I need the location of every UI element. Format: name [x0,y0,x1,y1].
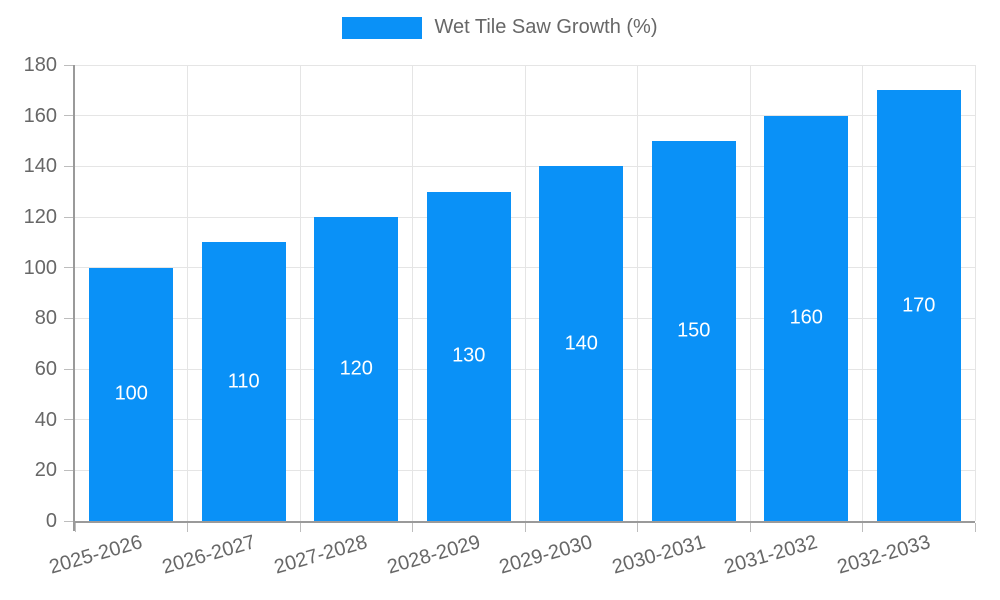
bar[interactable]: 120 [314,217,399,521]
bar[interactable]: 170 [876,90,961,521]
y-tick-label: 120 [23,206,57,228]
x-tick-mark [299,523,301,532]
x-gridline [974,65,976,521]
x-gridline [524,65,526,521]
bar-value-label: 150 [677,319,711,342]
x-gridline [637,65,638,521]
legend-item[interactable]: Wet Tile Saw Growth (%) [342,16,658,39]
x-tick-mark [862,523,863,532]
x-tick-mark [749,523,751,532]
y-tick-mark [64,317,75,319]
y-tick-label: 60 [34,358,57,380]
y-tick-label: 140 [23,155,57,178]
x-tick-mark [74,523,76,532]
y-tick-label: 20 [34,459,57,482]
x-tick-mark [187,523,188,532]
y-tick-mark [64,165,75,167]
x-gridline [299,65,301,521]
y-tick-mark [64,520,75,522]
bar[interactable]: 140 [539,166,624,521]
x-gridline [412,65,413,521]
bar-value-label: 120 [339,357,373,380]
legend-label: Wet Tile Saw Growth (%) [434,16,658,38]
x-gridline [187,65,188,521]
y-tick-mark [64,419,75,421]
y-tick-mark [64,64,75,66]
legend-swatch-icon [342,16,423,39]
y-tick-mark [64,469,75,471]
x-axis-line [73,521,975,523]
bar-value-label: 100 [114,382,148,405]
bar[interactable]: 150 [651,141,736,521]
bar-value-label: 130 [452,344,486,367]
y-tick-mark [64,267,75,269]
bar-value-label: 170 [902,294,936,317]
x-tick-mark [524,523,526,532]
bar-value-label: 140 [564,332,598,355]
bar[interactable]: 110 [201,242,286,521]
y-tick-mark [64,216,75,218]
bar-value-label: 160 [789,306,823,329]
legend: Wet Tile Saw Growth (%) [0,16,1000,39]
y-tick-label: 100 [23,256,57,279]
bar[interactable]: 100 [89,267,174,521]
x-tick-mark [637,523,638,532]
x-tick-mark [412,523,413,532]
y-tick-label: 160 [23,104,57,127]
x-tick-mark [974,523,976,532]
y-tick-mark [64,368,75,370]
y-tick-label: 80 [34,307,57,330]
bar[interactable]: 160 [764,115,849,521]
y-tick-label: 40 [34,408,57,431]
bar[interactable]: 130 [426,191,511,521]
y-axis-line [73,65,75,531]
y-tick-label: 0 [45,510,57,532]
y-tick-label: 180 [23,54,57,76]
bar-value-label: 110 [227,370,260,393]
x-gridline [862,65,863,521]
x-gridline [749,65,751,521]
y-tick-mark [64,115,75,117]
